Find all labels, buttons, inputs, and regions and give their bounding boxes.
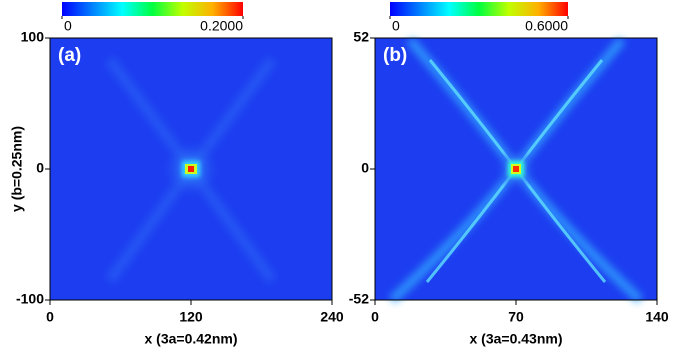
x-tick-label: 140	[645, 309, 669, 325]
y-tick-label: 0	[361, 160, 369, 176]
colorbar-tick-label: 0.6000	[525, 18, 568, 34]
colorbar	[390, 2, 568, 16]
colorbar-tick-label: 0	[64, 18, 72, 34]
x-tick-label: 70	[508, 309, 524, 325]
x-tick-label: 120	[179, 309, 203, 325]
y-axis-label: y (b=0.25nm)	[9, 126, 25, 212]
heatmap-image	[375, 37, 657, 304]
y-tick-label: 52	[353, 29, 369, 45]
panel-label: (b)	[383, 45, 407, 66]
colorbar	[62, 2, 243, 16]
y-tick-label: 0	[36, 160, 44, 176]
x-axis-label: x (3a=0.42nm)	[145, 331, 238, 347]
y-tick-label: 100	[21, 29, 45, 45]
heatmap-image	[50, 38, 332, 300]
panel-label: (a)	[58, 45, 81, 66]
x-axis-label: x (3a=0.43nm)	[470, 331, 563, 347]
colorbar-tick-label: 0	[392, 18, 400, 34]
x-tick-label: 0	[46, 309, 54, 325]
y-tick-label: -100	[16, 291, 44, 307]
y-tick-label: -52	[349, 291, 369, 307]
x-tick-label: 0	[371, 309, 379, 325]
x-tick-label: 240	[320, 309, 344, 325]
colorbar-tick-label: 0.2000	[200, 18, 243, 34]
